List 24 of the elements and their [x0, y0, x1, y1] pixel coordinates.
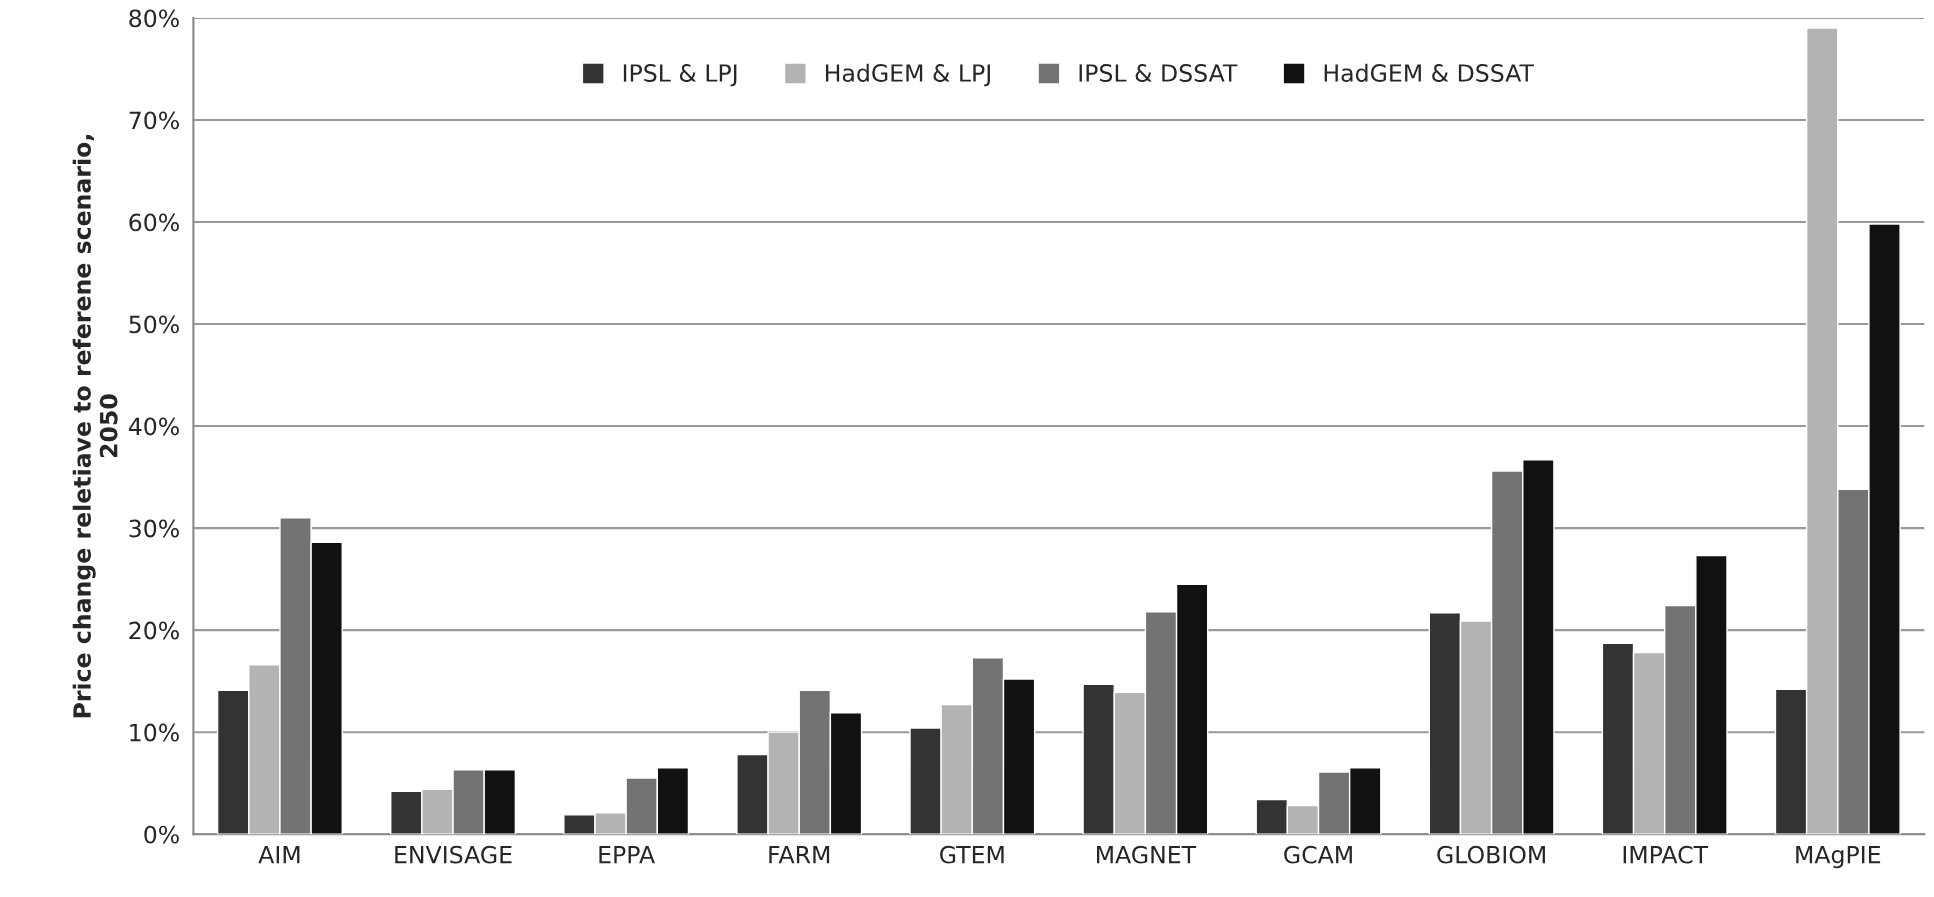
- y-tick-label: 10%: [130, 723, 179, 742]
- y-tick-label: 60%: [129, 213, 179, 232]
- y-tick-label: 30%: [129, 519, 179, 538]
- legend-label: HadGEM & LPJ: [826, 63, 990, 87]
- x-tick-label: GCAM: [1284, 845, 1352, 864]
- x-tick-label: AIM: [258, 846, 300, 864]
- x-tick-label: MAGNET: [1097, 845, 1197, 864]
- y-tick-label: 50%: [129, 315, 179, 334]
- x-tick-label: GLOBIOM: [1437, 845, 1545, 864]
- x-tick-label: IMPACT: [1623, 845, 1709, 864]
- y-tick-label: 20%: [129, 621, 179, 640]
- y-tick-label: 40%: [128, 417, 179, 436]
- x-tick-label: ENVISAGE: [395, 845, 512, 864]
- legend-label: IPSL & DSSAT: [1079, 64, 1238, 82]
- legend-label: HadGEM & DSSAT: [1324, 63, 1535, 82]
- x-tick-label: FARM: [769, 846, 830, 864]
- y-tick-label: 80%: [129, 9, 179, 28]
- x-tick-label: GTEM: [940, 845, 1004, 864]
- x-tick-label: EPPA: [599, 846, 655, 864]
- legend-label: IPSL & LPJ: [623, 64, 737, 87]
- y-tick-label: 70%: [129, 111, 179, 130]
- y-tick-label: 0%: [144, 825, 179, 844]
- x-tick-label: MAgPIE: [1796, 846, 1881, 869]
- y-axis-title: Price change reletiave to referene scenario, 2050: [72, 135, 118, 718]
